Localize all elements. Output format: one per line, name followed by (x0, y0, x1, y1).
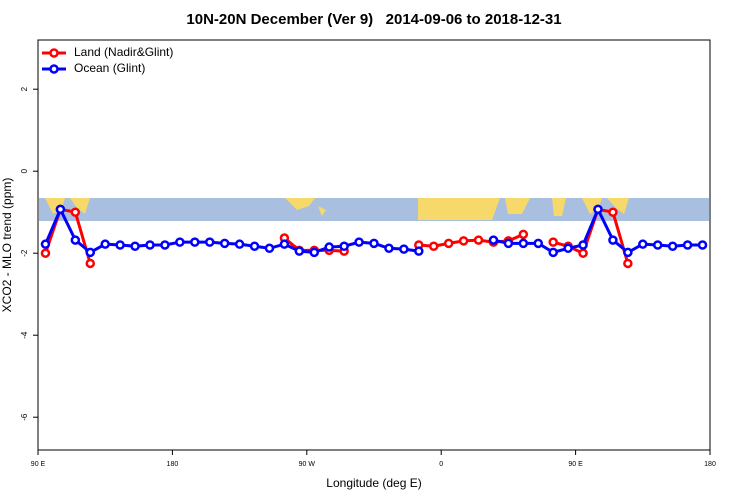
legend-marker (49, 64, 59, 74)
data-point (682, 240, 693, 250)
data-point (85, 247, 96, 258)
data-point (578, 248, 588, 258)
data-point (354, 237, 364, 247)
data-point (548, 237, 558, 247)
data-point (473, 235, 484, 245)
data-point (234, 239, 245, 249)
data-point (608, 235, 618, 245)
data-point (175, 237, 185, 247)
data-point (264, 243, 275, 254)
data-point (697, 240, 708, 250)
data-point (548, 247, 558, 258)
y-tick-label: -6 (20, 413, 29, 421)
y-tick-label: 0 (20, 168, 29, 173)
data-point (100, 239, 110, 249)
x-tick-label: 90 E (568, 461, 583, 468)
data-point (130, 241, 140, 251)
data-point (145, 240, 155, 250)
x-tick-label: 180 (704, 461, 716, 468)
x-tick-label: 90 E (31, 461, 46, 468)
data-point (533, 238, 544, 249)
data-point (294, 246, 305, 256)
data-point (578, 240, 588, 250)
y-axis-label: XCO2 - MLO trend (ppm) (0, 178, 14, 313)
legend-label: Ocean (Glint) (74, 61, 145, 75)
map-strip (39, 198, 709, 221)
data-point (55, 204, 66, 215)
data-point (399, 244, 409, 254)
x-tick-label: 0 (439, 461, 443, 468)
data-point (608, 207, 618, 217)
data-point (638, 239, 648, 249)
data-point (369, 238, 379, 249)
data-point (204, 237, 215, 247)
x-tick-label: 90 W (299, 461, 316, 468)
data-point (623, 258, 633, 269)
data-point (667, 241, 678, 251)
map-land (285, 198, 326, 216)
data-point (40, 248, 51, 258)
data-point (458, 236, 469, 246)
data-point (518, 238, 529, 249)
data-point (488, 235, 499, 245)
data-point (309, 247, 320, 258)
data-point (339, 241, 349, 251)
y-tick-label: 2 (20, 86, 29, 91)
x-axis-label: Longitude (deg E) (326, 476, 421, 490)
chart-title: 10N-20N December (Ver 9) 2014-09-06 to 2… (186, 11, 561, 28)
data-point (190, 237, 200, 247)
data-point (115, 240, 125, 250)
legend-label: Land (Nadir&Glint) (74, 45, 173, 59)
data-point (563, 243, 573, 254)
x-tick-label: 180 (167, 461, 179, 468)
data-point (219, 238, 230, 249)
data-point (414, 246, 424, 256)
map-land (418, 198, 530, 220)
data-point (443, 238, 454, 249)
y-tick-label: -4 (20, 331, 29, 339)
map-land (552, 198, 629, 216)
data-point (324, 242, 334, 252)
plot-frame (37, 39, 711, 451)
data-point (384, 243, 394, 254)
map-ocean (39, 198, 709, 221)
data-point (249, 241, 260, 251)
data-point (503, 238, 514, 249)
legend-marker (49, 48, 59, 58)
data-point (428, 241, 439, 251)
data-point (593, 204, 603, 215)
data-point (623, 247, 633, 258)
data-point (518, 229, 529, 240)
data-point (160, 240, 170, 250)
data-point (279, 239, 290, 249)
data-point (40, 239, 51, 249)
data-point (70, 207, 81, 217)
data-point (652, 240, 663, 250)
y-tick-label: -2 (20, 249, 29, 257)
data-point (85, 258, 96, 269)
data-point (70, 235, 81, 245)
